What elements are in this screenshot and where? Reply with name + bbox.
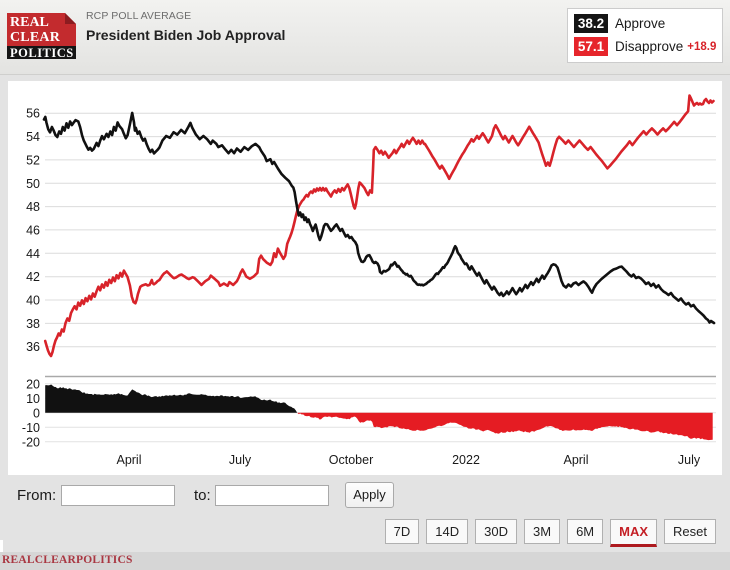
- svg-text:October: October: [329, 453, 373, 467]
- svg-text:36: 36: [26, 340, 40, 354]
- svg-text:0: 0: [33, 406, 40, 420]
- svg-text:38: 38: [26, 317, 40, 331]
- svg-text:54: 54: [26, 130, 40, 144]
- svg-text:46: 46: [26, 223, 40, 237]
- svg-text:40: 40: [26, 294, 40, 308]
- svg-text:2022: 2022: [452, 453, 480, 467]
- svg-text:48: 48: [26, 200, 40, 214]
- svg-text:April: April: [563, 453, 588, 467]
- svg-text:42: 42: [26, 270, 40, 284]
- svg-text:52: 52: [26, 153, 40, 167]
- svg-text:-10: -10: [22, 421, 40, 435]
- svg-text:20: 20: [26, 377, 40, 391]
- svg-text:10: 10: [26, 392, 40, 406]
- svg-text:50: 50: [26, 177, 40, 191]
- svg-text:56: 56: [26, 107, 40, 121]
- svg-text:April: April: [116, 453, 141, 467]
- svg-text:44: 44: [26, 247, 40, 261]
- svg-text:July: July: [678, 453, 701, 467]
- svg-text:July: July: [229, 453, 252, 467]
- svg-text:-20: -20: [22, 435, 40, 449]
